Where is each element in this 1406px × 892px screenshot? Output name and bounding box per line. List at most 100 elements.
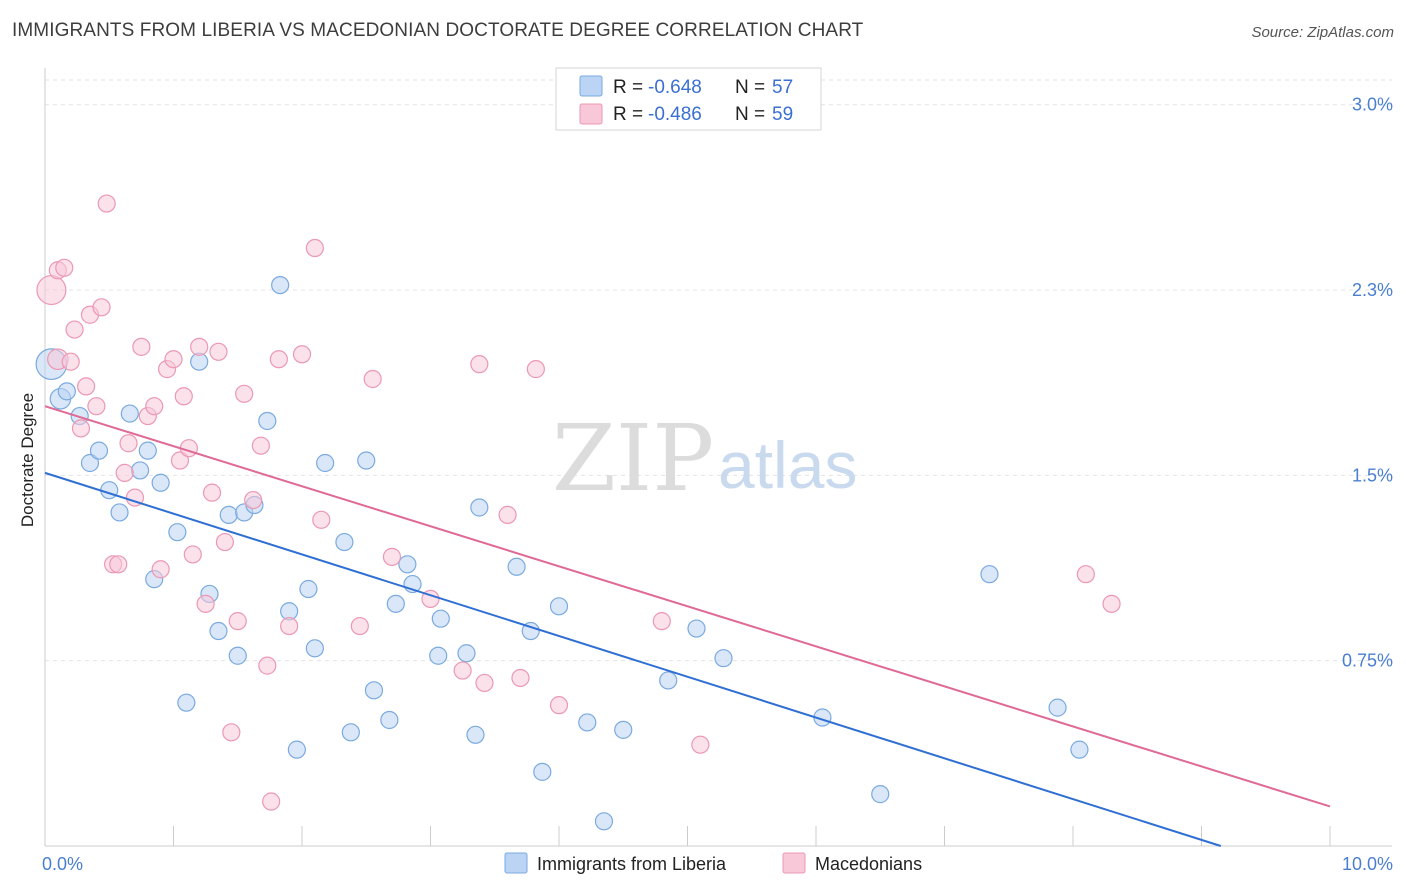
macedonian-point [269,350,288,369]
liberia-point [594,812,614,831]
y-tick-label: 2.3% [1352,280,1393,300]
liberia-point [507,557,526,576]
liberia-point [578,713,597,732]
legend-swatch-liberia [579,75,603,97]
macedonian-point [453,661,472,680]
liberia-point [151,473,170,492]
macedonian-point [145,397,164,416]
watermark-zip: ZIP [552,405,714,512]
macedonian-point [526,360,545,379]
liberia-point [659,671,678,690]
series-legend: Immigrants from Liberia Macedonians [504,852,922,874]
legend-r-value-2: -0.486 [648,104,702,125]
macedonian-point [170,451,190,470]
macedonian-point [132,337,151,356]
liberia-point [138,441,157,460]
liberia-point [130,461,150,480]
liberia-point [533,762,552,781]
macedonian-point [244,490,263,510]
macedonian-point [235,384,254,403]
series-label-liberia: Immigrants from Liberia [537,854,727,874]
series-label-macedonians: Macedonians [815,854,922,874]
macedonian-point [222,723,241,742]
macedonian-point [498,505,517,524]
macedonian-point [215,532,234,552]
liberia-point [219,505,238,524]
liberia-point [687,619,706,638]
macedonian-point [71,419,91,438]
liberia-point [299,579,318,599]
macedonian-point [280,616,299,636]
liberia-point [357,451,376,470]
macedonian-point [36,274,67,306]
macedonian-point [174,387,193,406]
legend-r-value-1: -0.648 [648,77,702,98]
macedonian-point [312,510,331,529]
liberia-point [980,565,999,584]
liberia-point [398,555,417,574]
liberia-point [871,785,890,804]
liberia-point [341,723,360,742]
legend-n-value-1: 57 [772,77,793,98]
chart-title: IMMIGRANTS FROM LIBERIA VS MACEDONIAN DO… [12,20,864,41]
liberia-point [549,597,569,616]
legend-n-value-2: 59 [772,104,793,125]
liberia-point [429,646,448,665]
macedonian-point [691,735,710,754]
legend-r-label-1: R = [613,77,643,98]
macedonian-point [1102,594,1121,613]
macedonian-point [652,612,671,631]
macedonian-point [115,463,134,482]
liberia-trend-line [44,471,1222,847]
macedonian-point [65,320,84,339]
liberia-point [316,453,335,473]
liberia-point [110,503,129,522]
liberia-point [120,404,139,423]
legend-r-label-2: R = [613,104,643,125]
series-swatch-macedonians [782,852,806,874]
macedonian-point [61,352,80,371]
liberia-point [521,621,540,641]
macedonian-point [549,696,569,715]
x-tick-label-start: 0.0% [42,854,83,874]
macedonian-point [363,369,382,389]
liberia-point [386,594,405,613]
y-tick-labels: 0.75% 1.5% 2.3% 3.0% [1342,95,1393,671]
macedonian-point [350,616,369,636]
macedonian-point [87,397,106,416]
liberia-point [1048,698,1067,717]
liberia-point [431,609,450,628]
macedonian-point [190,337,209,356]
macedonian-point [511,668,530,688]
macedonian-trend-line [44,405,1331,808]
liberia-point [271,275,290,295]
liberia-point [305,639,324,658]
macedonian-point [151,560,170,579]
gridlines [45,79,1392,662]
macedonian-point [382,547,402,566]
liberia-point [380,710,399,730]
y-tick-label: 3.0% [1352,95,1393,115]
macedonian-point [55,258,74,277]
y-tick-label: 0.75% [1342,651,1393,671]
y-axis-label: Doctorate Degree [18,393,37,527]
trend-lines [44,405,1331,847]
macedonian-point [470,355,489,374]
liberia-point [80,453,100,473]
x-tick-label-end: 10.0% [1342,854,1393,874]
macedonian-point [258,656,277,675]
liberia-point [457,644,476,663]
macedonian-point [92,298,111,317]
liberia-point [168,523,187,542]
liberia-point [209,621,228,641]
legend-n-label-1: N = [735,77,765,98]
macedonian-point [209,342,228,361]
liberia-point [287,740,306,759]
macedonian-point [202,483,222,502]
macedonian-point [1076,565,1095,584]
liberia-point [1070,740,1089,759]
macedonian-point [164,350,183,369]
liberia-point [228,646,247,665]
liberia-point [470,498,489,517]
macedonian-point [109,555,128,574]
